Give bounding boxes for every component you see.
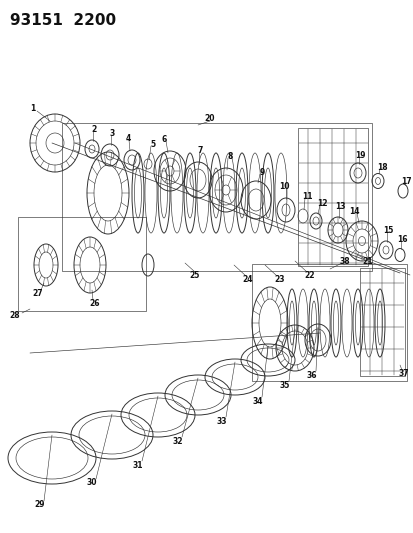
Text: 2: 2 [91,125,96,133]
Text: 1: 1 [30,103,36,112]
Text: 28: 28 [9,311,20,319]
Text: 16: 16 [396,235,406,244]
Text: 30: 30 [87,479,97,488]
Text: 12: 12 [316,198,326,207]
Text: 33: 33 [216,416,227,425]
Text: 4: 4 [125,133,131,142]
Bar [18,217,146,311]
Text: 23: 23 [274,274,285,284]
Text: 19: 19 [354,150,364,159]
Text: 5: 5 [150,140,155,149]
Text: 24: 24 [242,274,253,284]
Text: 38: 38 [339,256,349,265]
Text: 8: 8 [227,151,232,160]
Text: 6: 6 [161,134,166,143]
Text: 13: 13 [334,201,344,211]
Text: 37: 37 [398,368,408,377]
Text: 27: 27 [33,288,43,297]
Text: 21: 21 [362,256,373,265]
Text: 29: 29 [35,500,45,510]
Text: 31: 31 [133,461,143,470]
Text: 3: 3 [109,128,114,138]
Text: 93151  2200: 93151 2200 [10,13,116,28]
Text: 7: 7 [197,146,202,155]
Text: 15: 15 [382,225,392,235]
Text: 18: 18 [376,163,387,172]
Bar [297,128,367,266]
Bar [359,268,404,376]
Text: 9: 9 [259,167,264,176]
Text: 32: 32 [172,437,183,446]
Text: 14: 14 [348,206,358,215]
Text: 11: 11 [301,191,311,200]
Text: 35: 35 [279,381,290,390]
Text: 26: 26 [90,298,100,308]
Text: 34: 34 [252,397,263,406]
Text: 25: 25 [189,271,200,279]
Bar [62,123,371,271]
Text: 17: 17 [400,176,411,185]
Text: 10: 10 [278,182,289,190]
Text: 22: 22 [304,271,314,279]
Bar [252,264,406,381]
Text: 20: 20 [204,114,215,123]
Text: 36: 36 [306,370,316,379]
